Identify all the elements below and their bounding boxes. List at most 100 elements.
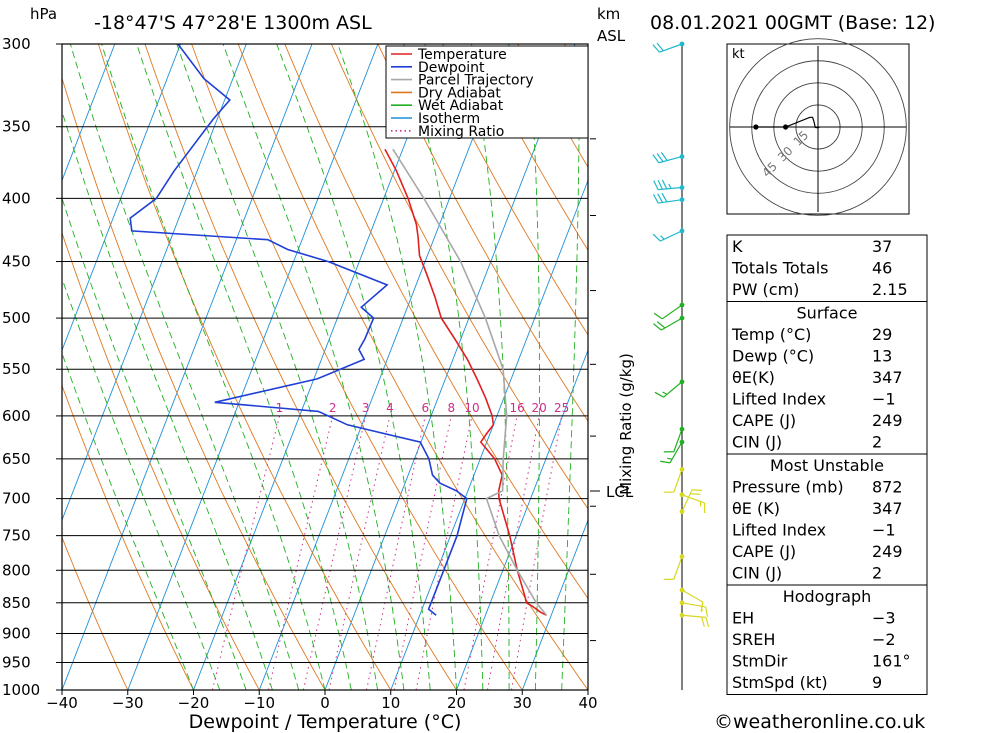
index-label: CIN (J) bbox=[732, 564, 782, 583]
wind-barb-flag bbox=[668, 183, 672, 189]
mixing-ratio-label: 3 bbox=[362, 401, 370, 415]
isotherm-line bbox=[193, 44, 444, 690]
hodograph-unit: kt bbox=[732, 47, 745, 62]
pressure-tick-label: 1000 bbox=[2, 681, 40, 699]
hodograph-ring bbox=[729, 38, 907, 216]
index-value: 37 bbox=[872, 237, 892, 256]
legend-label: Mixing Ratio bbox=[418, 124, 504, 140]
parcel-trajectory-profile bbox=[392, 148, 548, 616]
legend-label: Wet Adiabat bbox=[418, 98, 504, 114]
hodograph-table-title: Hodograph bbox=[783, 587, 872, 606]
credit-text: ©weatheronline.co.uk bbox=[714, 711, 925, 733]
asl-label: ASL bbox=[597, 27, 626, 45]
index-value: 46 bbox=[872, 259, 892, 278]
index-value: 347 bbox=[872, 499, 903, 518]
wet-adiabat-line bbox=[276, 44, 431, 690]
wind-barb-flag bbox=[667, 457, 673, 460]
wind-barb-dot bbox=[679, 154, 685, 159]
mixing-ratio-label: 4 bbox=[386, 401, 394, 415]
index-value: −3 bbox=[872, 609, 896, 628]
isotherm-line bbox=[127, 44, 379, 690]
wind-barb-dot bbox=[679, 612, 685, 618]
wind-barb-dot bbox=[679, 302, 685, 308]
mixing-ratio-label: 25 bbox=[554, 401, 569, 415]
run-time-label: 08.01.2021 00GMT (Base: 12) bbox=[650, 12, 935, 34]
dry-adiabat-line bbox=[144, 44, 457, 690]
wind-barb-shaft bbox=[661, 304, 683, 320]
wind-barb-dot bbox=[679, 554, 685, 560]
wind-barb-dot bbox=[679, 492, 685, 498]
index-label: CAPE (J) bbox=[732, 542, 796, 561]
mixing-ratio-label: 1 bbox=[276, 401, 284, 415]
mixing-ratio-line bbox=[511, 415, 563, 690]
wind-barb-flag bbox=[653, 323, 662, 331]
dry-adiabat-line bbox=[62, 76, 326, 690]
temperature-profile bbox=[384, 148, 547, 617]
index-value: 9 bbox=[872, 673, 882, 692]
wind-barb-dot bbox=[679, 197, 685, 203]
index-value: −2 bbox=[872, 630, 896, 649]
index-label: θE(K) bbox=[732, 368, 775, 387]
hodograph-point bbox=[753, 124, 759, 130]
mixing-ratio-line bbox=[328, 415, 391, 690]
pressure-tick-label: 700 bbox=[2, 490, 31, 508]
wet-adiabat-line bbox=[69, 44, 300, 690]
wind-barb-flag bbox=[656, 153, 664, 162]
wind-barb-shaft bbox=[681, 589, 704, 603]
pressure-tick-label: 900 bbox=[2, 624, 31, 642]
index-value: 872 bbox=[872, 478, 903, 497]
profile-lines bbox=[129, 44, 548, 617]
mixing-ratio-line bbox=[366, 415, 426, 690]
index-label: SREH bbox=[732, 630, 775, 649]
index-label: CIN (J) bbox=[732, 433, 782, 452]
pressure-tick-label: 550 bbox=[2, 360, 31, 378]
temperature-tick-label: −20 bbox=[178, 694, 210, 712]
km-axis bbox=[590, 138, 596, 642]
wind-barb-flag bbox=[653, 180, 659, 190]
wind-barb-dot bbox=[679, 315, 685, 321]
index-value: 29 bbox=[872, 325, 892, 344]
wind-barb-shaft bbox=[659, 43, 683, 53]
wind-barbs bbox=[652, 41, 710, 628]
index-value: −1 bbox=[872, 390, 896, 409]
isotherm-line bbox=[62, 44, 116, 182]
index-label: EH bbox=[732, 609, 754, 628]
hodograph-table bbox=[726, 584, 928, 695]
isotherm-line bbox=[62, 44, 313, 690]
dry-adiabat-line bbox=[62, 536, 129, 690]
index-label: StmDir bbox=[732, 652, 788, 671]
index-label: Lifted Index bbox=[732, 521, 826, 540]
legend-label: Temperature bbox=[417, 47, 507, 63]
wind-barb-shaft bbox=[659, 230, 683, 242]
mixing-ratio-line bbox=[393, 415, 452, 690]
wind-barb-dot bbox=[679, 426, 685, 432]
wind-barb-dot bbox=[679, 439, 685, 445]
wind-barb-flag bbox=[660, 460, 671, 464]
temperature-tick-label: 30 bbox=[513, 694, 532, 712]
wind-barb-flag bbox=[690, 493, 701, 495]
wet-adiabat-line bbox=[561, 44, 580, 690]
hodograph-trace bbox=[755, 116, 820, 129]
wet-adiabat-line bbox=[136, 44, 352, 690]
temperature-tick-label: −30 bbox=[112, 694, 144, 712]
wind-barb-flag bbox=[660, 235, 665, 240]
wind-barb-dot bbox=[679, 228, 685, 234]
wind-barb-flag bbox=[705, 606, 709, 617]
pressure-axis: 300 350 400 450 500 550 600 650 700 750 800 850 900 9… bbox=[2, 35, 62, 699]
wind-barb-shaft bbox=[673, 556, 683, 580]
wind-barb-flag bbox=[652, 154, 660, 164]
legend-label: Dewpoint bbox=[418, 60, 485, 76]
temperature-tick-label: 20 bbox=[447, 694, 466, 712]
indices-panel: K 37 Totals Totals 46 PW (cm) 2.15 Surface Temp… bbox=[726, 234, 928, 695]
index-value: 13 bbox=[872, 347, 892, 366]
index-label: K bbox=[732, 237, 743, 256]
location-title: -18°47'S 47°28'E 1300m ASL bbox=[94, 12, 372, 34]
wet-adiabat-line bbox=[101, 44, 326, 690]
index-label: θE (K) bbox=[732, 499, 780, 518]
mixing-ratio-line bbox=[211, 415, 280, 690]
wind-barb-flag bbox=[652, 233, 661, 242]
wind-barb-dot bbox=[679, 467, 685, 472]
wind-barb-flag bbox=[653, 312, 663, 320]
